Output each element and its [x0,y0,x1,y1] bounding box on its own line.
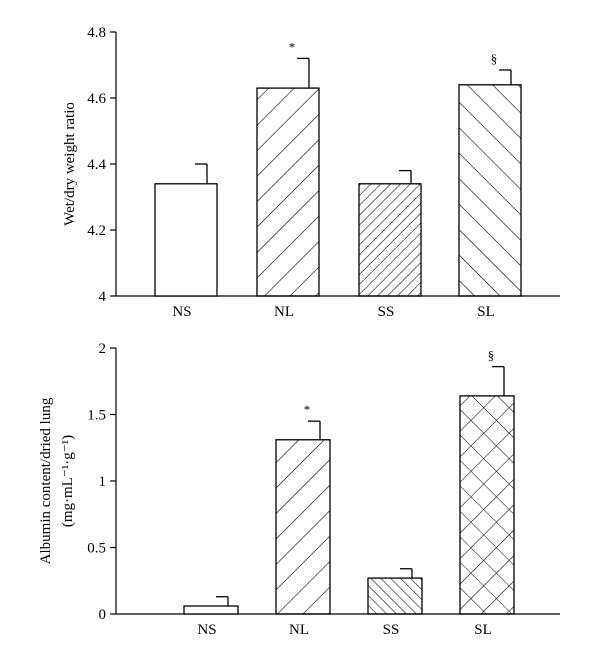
bar-sl [459,395,515,615]
y-axis-title: Albumin content/dried lung [38,397,54,564]
wet-dry-ratio-panel: Wet/dry weight ratio 4 4.2 4.4 4.6 4.8 * § NS… [62,25,560,320]
significance-mark: * [289,39,296,54]
y-tick-label: 4 [99,289,107,305]
x-category-label: NL [289,622,309,638]
y-tick-label: 4.8 [87,25,106,41]
x-category-label: SL [477,304,495,320]
x-category-label: SL [474,622,492,638]
y-axis-unit: (mg·mL⁻¹·g⁻¹) [60,435,76,527]
significance-mark: § [491,51,498,66]
y-tick-label: 2 [99,341,107,357]
x-category-label: SS [378,304,395,320]
y-tick-label: 0 [99,607,107,623]
bar-ns [154,183,218,297]
significance-mark: § [488,348,495,363]
y-tick-label: 4.2 [87,223,106,239]
y-tick-label: 0.5 [87,541,106,557]
y-tick-label: 4.4 [87,157,106,173]
bar-nl [256,87,320,297]
bar-ss [358,183,422,297]
significance-mark: * [304,402,311,417]
x-category-label: NS [172,304,191,320]
x-category-label: NS [197,622,216,638]
y-axis-title: Wet/dry weight ratio [62,102,78,226]
albumin-content-panel: Albumin content/dried lung (mg·mL⁻¹·g⁻¹)… [38,341,560,638]
y-tick-label: 1.5 [87,408,106,424]
bar-sl [458,84,522,297]
bar-ss [367,577,423,615]
bar-ns [183,605,239,615]
x-category-label: SS [383,622,400,638]
x-category-label: NL [274,304,294,320]
bar-nl [275,439,331,615]
y-tick-label: 1 [99,474,107,490]
y-tick-label: 4.6 [87,91,106,107]
